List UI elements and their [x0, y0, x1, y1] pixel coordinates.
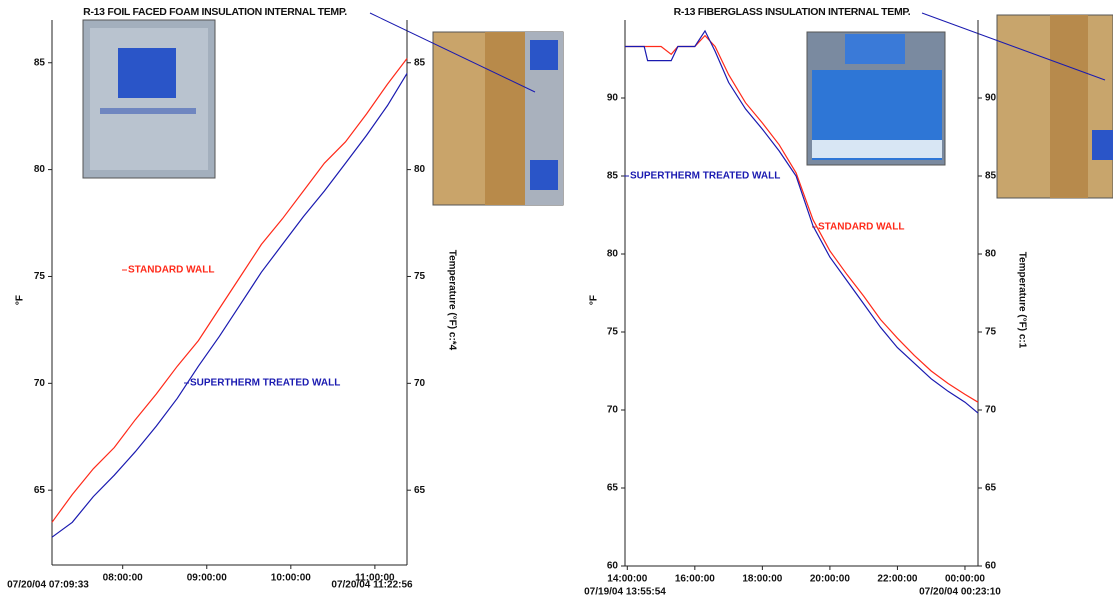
y2-tick-label: 85 [414, 57, 426, 68]
y-tick-label: 85 [34, 57, 46, 68]
y-axis-label: °F [15, 295, 26, 305]
series-line [625, 29, 979, 414]
y2-tick-label: 80 [414, 164, 426, 175]
series-label: SUPERTHERM TREATED WALL [630, 171, 780, 182]
photo-fiberglass-bags [806, 31, 946, 166]
x-tick-label: 10:00:00 [271, 573, 311, 584]
y-tick-label: 70 [607, 405, 619, 416]
series-line [625, 34, 979, 403]
x-tick-label: 20:00:00 [810, 574, 850, 585]
y-tick-label: 70 [34, 378, 46, 389]
y2-tick-label: 80 [985, 249, 997, 260]
y2-axis-label: Temperature (°F) c:*4 [446, 250, 457, 351]
x-start-label: 07/19/04 13:55:54 [584, 587, 666, 598]
x-start-label: 07/20/04 07:09:33 [7, 580, 89, 591]
series-line [51, 58, 408, 523]
x-tick-label: 14:00:00 [607, 574, 647, 585]
y-tick-label: 90 [607, 93, 619, 104]
photo-foil-board [82, 19, 216, 179]
y2-tick-label: 65 [985, 483, 997, 494]
y2-tick-label: 65 [414, 485, 426, 496]
y-tick-label: 75 [34, 271, 46, 282]
photo-wall-foil [432, 31, 564, 206]
y-tick-label: 60 [607, 561, 619, 572]
y-tick-label: 65 [34, 485, 46, 496]
y-tick-label: 75 [607, 327, 619, 338]
y-axis-label: °F [589, 295, 600, 305]
y2-tick-label: 70 [985, 405, 997, 416]
y2-tick-label: 90 [985, 93, 997, 104]
x-end-label: 07/20/04 00:23:10 [919, 587, 1001, 598]
y-tick-label: 85 [607, 171, 619, 182]
series-label: SUPERTHERM TREATED WALL [190, 378, 340, 389]
x-tick-label: 09:00:00 [187, 573, 227, 584]
y2-tick-label: 75 [985, 327, 997, 338]
series-label: STANDARD WALL [818, 222, 904, 233]
y2-tick-label: 75 [414, 271, 426, 282]
y2-axis-label: Temperature (°F) c:1 [1016, 252, 1027, 349]
x-tick-label: 16:00:00 [675, 574, 715, 585]
y2-tick-label: 85 [985, 171, 997, 182]
x-tick-label: 11:00:00 [355, 573, 395, 584]
series-line [51, 73, 408, 538]
x-tick-label: 18:00:00 [742, 574, 782, 585]
chart-title: R-13 FIBERGLASS INSULATION INTERNAL TEMP… [674, 6, 911, 18]
chart-title: R-13 FOIL FACED FOAM INSULATION INTERNAL… [83, 6, 347, 18]
y-tick-label: 80 [34, 164, 46, 175]
x-tick-label: 22:00:00 [877, 574, 917, 585]
y-tick-label: 80 [607, 249, 619, 260]
y-tick-label: 65 [607, 483, 619, 494]
x-end-label: 07/20/04 11:22:56 [331, 580, 413, 591]
y2-tick-label: 70 [414, 378, 426, 389]
x-tick-label: 08:00:00 [103, 573, 143, 584]
x-tick-label: 00:00:00 [945, 574, 985, 585]
y2-tick-label: 60 [985, 561, 997, 572]
series-label: STANDARD WALL [128, 265, 214, 276]
pointer-line [369, 12, 536, 93]
photo-wall-fiberglass [996, 14, 1113, 199]
pointer-line [921, 12, 1106, 81]
